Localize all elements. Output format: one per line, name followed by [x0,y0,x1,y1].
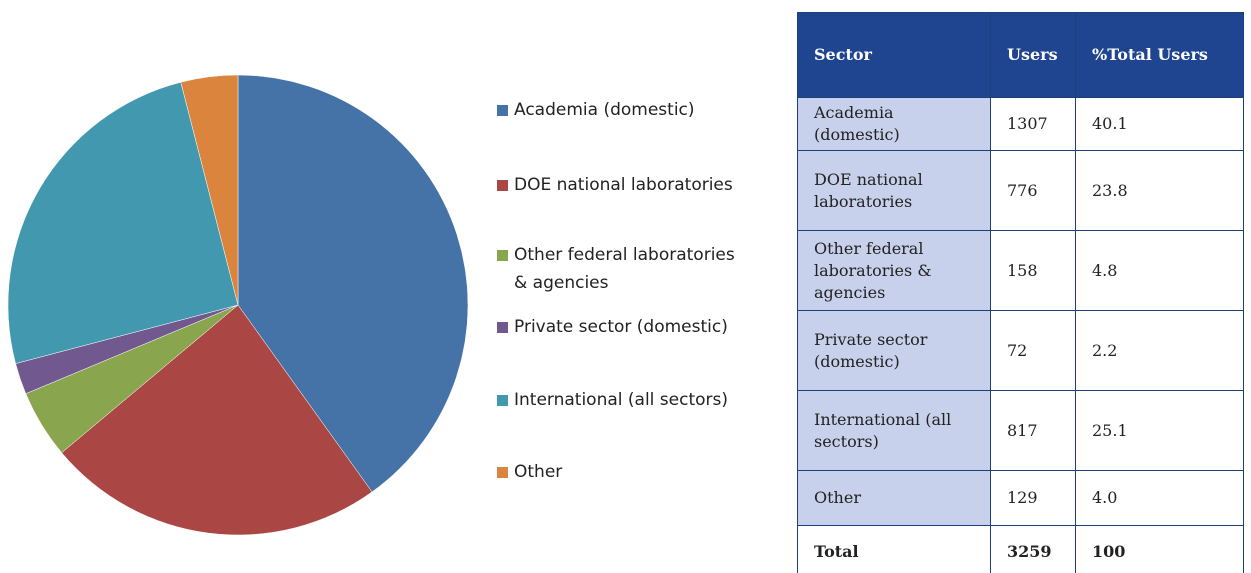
table-cell: 129 [990,470,1076,526]
table-cell: Other [797,470,991,526]
table-cell: Total [797,525,991,573]
legend-label: Private sector (domestic) [514,317,728,337]
legend-label: International (all sectors) [514,390,729,410]
legend-item: Academia (domestic) [497,96,767,124]
table-cell: 4.8 [1075,230,1244,311]
legend-swatch [497,467,508,478]
table-row: International (all sectors) 817 25.1 [797,390,1244,471]
table-cell: 23.8 [1075,150,1244,231]
legend-swatch [497,105,508,116]
table-cell: DOE national laboratories [797,150,991,231]
pie-slice [7,81,239,364]
table-cell: 776 [990,150,1076,231]
legend-swatch [497,395,508,406]
legend-label: DOE national laboratories [514,175,733,195]
table-row: Other federal laboratories & agencies 158… [797,230,1244,311]
table-cell: 158 [990,230,1076,311]
pie-slice [61,304,373,536]
header-cell: %Total Users [1075,12,1244,98]
table-cell: 3259 [990,525,1076,573]
header-row: Sector Users %Total Users [797,12,1244,98]
pie-slice [237,74,469,493]
legend-item: Private sector (domestic) [497,313,767,341]
table-row: Other 129 4.0 [797,470,1244,526]
table-row: Private sector (domestic) 72 2.2 [797,310,1244,391]
table-row: Academia (domestic) 1307 40.1 [797,97,1244,151]
sector-table: Sector Users %Total Users Academia (domesti… [797,12,1244,573]
legend-label: Other federal laboratories & agencies [514,245,735,293]
table-cell: 1307 [990,97,1076,151]
table-row: DOE national laboratories 776 23.8 [797,150,1244,231]
pie-slice [180,74,239,306]
table-cell: 4.0 [1075,470,1244,526]
table-cell: 2.2 [1075,310,1244,391]
table-cell: 817 [990,390,1076,471]
table-row: Total 3259 100 [797,525,1244,573]
header-cell: Users [990,12,1076,98]
legend-swatch [497,250,508,261]
legend-item: Other [497,458,767,486]
pie-chart [7,74,469,536]
table-cell: International (all sectors) [797,390,991,471]
table-cell: Private sector (domestic) [797,310,991,391]
table-cell: 25.1 [1075,390,1244,471]
legend-swatch [497,180,508,191]
legend-label: Academia (domestic) [514,100,695,120]
legend-item: Other federal laboratories & agencies [497,241,737,297]
legend-swatch [497,322,508,333]
legend-item: International (all sectors) [497,386,767,414]
table-cell: 40.1 [1075,97,1244,151]
table-cell: Other federal laboratories & agencies [797,230,991,311]
legend-item: DOE national laboratories [497,171,767,199]
table-cell: 100 [1075,525,1244,573]
table-cell: 72 [990,310,1076,391]
table-cell: Academia (domestic) [797,97,991,151]
header-cell: Sector [797,12,991,98]
legend-label: Other [514,462,563,482]
